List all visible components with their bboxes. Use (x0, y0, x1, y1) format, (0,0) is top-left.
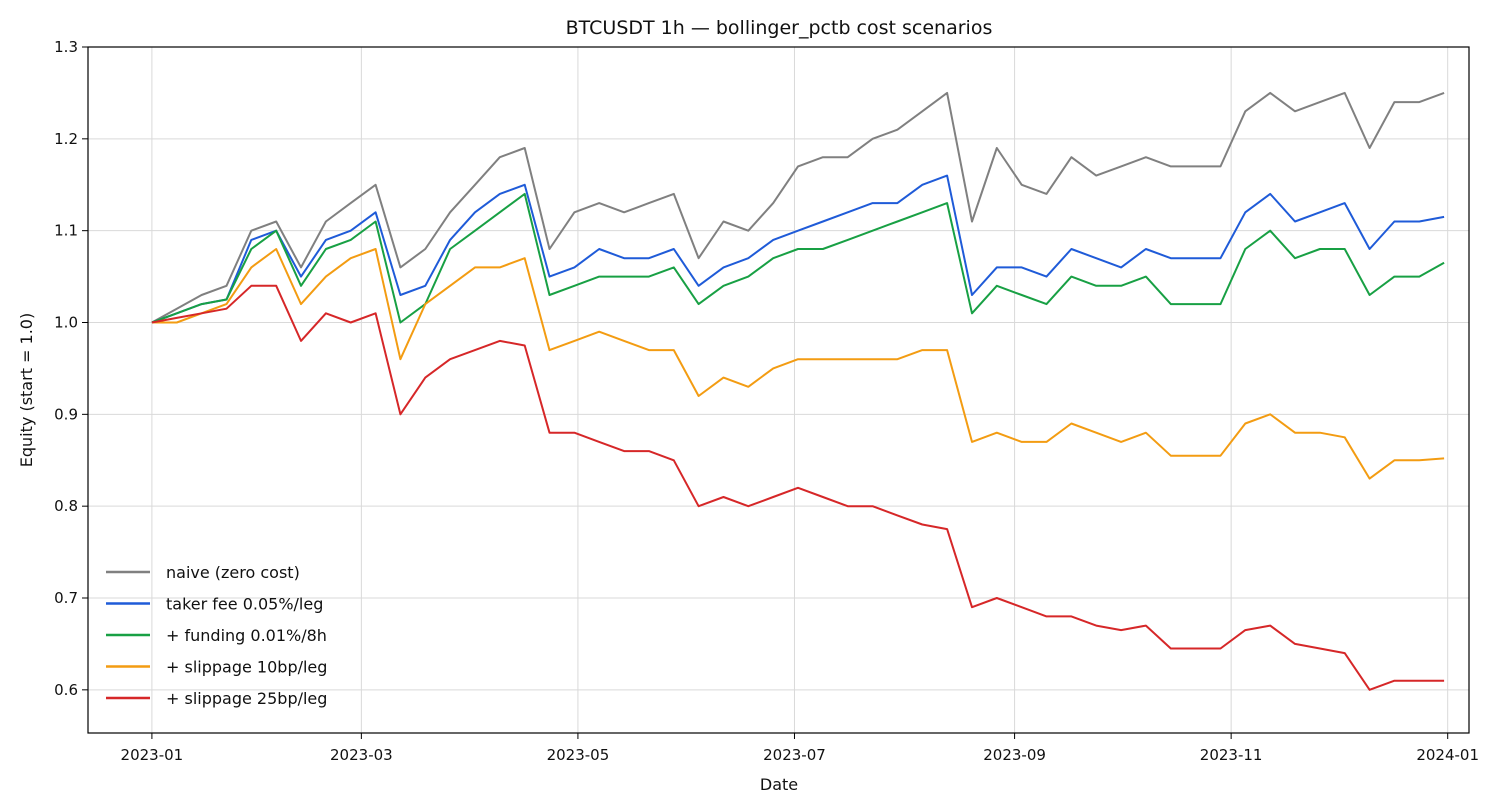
legend-label-2: + funding 0.01%/8h (166, 626, 327, 645)
legend-label-3: + slippage 10bp/leg (166, 658, 327, 677)
y-tick-label: 0.7 (54, 589, 78, 607)
series-line-1 (151, 174, 1445, 324)
y-tick-label: 1.1 (54, 222, 78, 240)
y-tick-label: 0.6 (54, 681, 78, 699)
x-tick-label: 2023-07 (763, 746, 826, 764)
x-tick-label: 2023-05 (547, 746, 610, 764)
x-tick-label: 2023-03 (330, 746, 393, 764)
series-line-2 (151, 192, 1445, 324)
x-axis: 2023-01 2023-03 2023-05 2023-07 2023-09 2023-… (121, 733, 1479, 764)
legend-label-4: + slippage 25bp/leg (166, 689, 327, 708)
x-tick-label: 2024-01 (1416, 746, 1479, 764)
legend-label-0: naive (zero cost) (166, 563, 300, 582)
x-tick-label: 2023-11 (1200, 746, 1263, 764)
plot-frame (87, 46, 1470, 734)
series-line-4 (151, 284, 1445, 691)
chart-title: BTCUSDT 1h — bollinger_pctb cost scenari… (566, 17, 993, 39)
y-axis: 0.6 0.7 0.8 0.9 1.0 1.1 1.2 1.3 (54, 38, 88, 699)
y-tick-label: 0.8 (54, 497, 78, 515)
y-tick-label: 1.2 (54, 130, 78, 148)
y-tick-label: 1.0 (54, 314, 78, 332)
x-tick-label: 2023-01 (121, 746, 184, 764)
x-axis-title: Date (760, 775, 798, 794)
y-tick-label: 1.3 (54, 38, 78, 56)
plot-series (151, 91, 1445, 691)
y-tick-label: 0.9 (54, 405, 78, 423)
series-line-0 (151, 91, 1445, 324)
series-line-3 (151, 248, 1445, 480)
x-tick-label: 2023-09 (983, 746, 1046, 764)
y-axis-title: Equity (start = 1.0) (17, 313, 36, 467)
legend: naive (zero cost) taker fee 0.05%/leg + fu… (106, 563, 327, 708)
legend-label-1: taker fee 0.05%/leg (166, 595, 323, 614)
